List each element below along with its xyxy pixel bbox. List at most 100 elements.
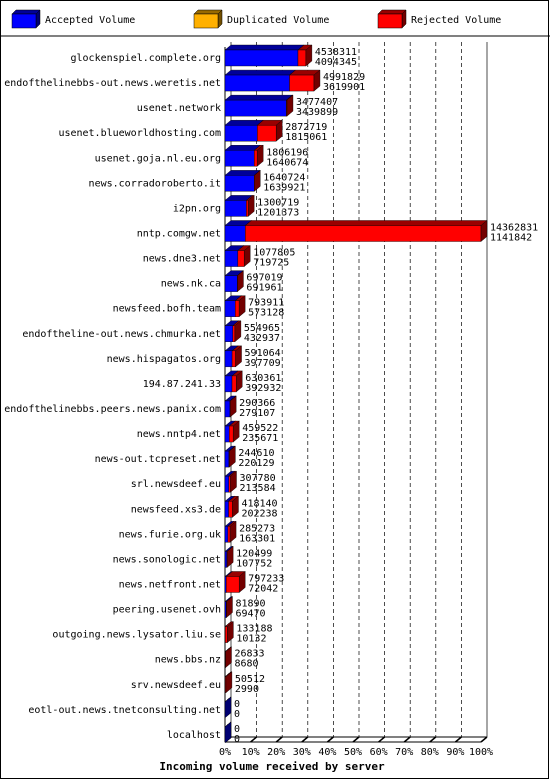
y-tick-label: news.dne3.net bbox=[143, 254, 221, 265]
legend-label: Rejected Volume bbox=[411, 15, 501, 26]
value-label: 573128 bbox=[248, 308, 284, 319]
value-label: 1201373 bbox=[257, 207, 299, 218]
y-tick-label: usenet.goja.nl.eu.org bbox=[95, 153, 221, 164]
bar bbox=[254, 150, 258, 167]
total-label: 50512 bbox=[235, 674, 265, 685]
y-tick-label: srl.newsdeef.eu bbox=[131, 479, 221, 490]
bar-side bbox=[236, 370, 243, 393]
bar bbox=[224, 551, 228, 568]
y-tick-label: outgoing.news.lysator.liu.se bbox=[52, 630, 221, 641]
bar bbox=[227, 526, 231, 543]
bar bbox=[257, 125, 277, 142]
bar-side bbox=[225, 646, 232, 669]
bar bbox=[229, 425, 234, 443]
bar-side bbox=[226, 596, 233, 618]
x-tick-label: 30% bbox=[293, 747, 311, 758]
y-tick-label: news.hispagatos.org bbox=[107, 354, 221, 365]
y-tick-label: glockenspiel.complete.org bbox=[70, 53, 221, 64]
bar bbox=[224, 501, 229, 518]
y-tick-label: nntp.comgw.net bbox=[137, 228, 221, 239]
x-tick bbox=[250, 736, 258, 743]
value-label: 392932 bbox=[245, 383, 281, 394]
total-label: 4538311 bbox=[315, 47, 357, 58]
x-tick bbox=[429, 736, 437, 743]
y-tick-label: news.corradoroberto.it bbox=[89, 178, 221, 189]
y-tick-label: news.furie.org.uk bbox=[119, 529, 221, 540]
y-tick-label: news.nk.ca bbox=[161, 279, 221, 290]
value-label: 1815061 bbox=[285, 132, 327, 143]
y-tick-label: news.bbs.nz bbox=[155, 655, 221, 666]
bar bbox=[228, 501, 233, 518]
y-tick-label: newsfeed.bofh.team bbox=[113, 304, 221, 315]
x-tick-label: 40% bbox=[318, 747, 336, 758]
total-label: 459522 bbox=[242, 423, 278, 434]
total-label: 2872719 bbox=[285, 122, 327, 133]
value-label: 72042 bbox=[248, 583, 278, 594]
y-tick-label: news.sonologic.net bbox=[113, 554, 221, 565]
bar-top bbox=[224, 120, 264, 126]
value-label: 69470 bbox=[235, 609, 265, 620]
legend-swatch bbox=[193, 13, 219, 29]
total-label: 3477407 bbox=[296, 97, 338, 108]
bar-side bbox=[232, 420, 240, 443]
legend-swatch-top bbox=[193, 9, 223, 15]
value-label: 163301 bbox=[239, 533, 275, 544]
bar bbox=[246, 200, 249, 217]
x-tick bbox=[403, 736, 411, 743]
bar bbox=[224, 74, 290, 92]
bar bbox=[224, 325, 233, 342]
bar-side bbox=[229, 445, 236, 468]
value-label: 235671 bbox=[242, 433, 278, 444]
x-tick-label: 100% bbox=[469, 747, 493, 758]
bar-side bbox=[247, 194, 255, 217]
bar bbox=[224, 200, 247, 217]
y-tick-label: news.netfront.net bbox=[119, 579, 221, 590]
x-tick-label: 60% bbox=[370, 747, 388, 758]
value-label: 1640674 bbox=[266, 157, 308, 168]
x-tick-label: 50% bbox=[344, 747, 362, 758]
x-tick bbox=[352, 736, 360, 743]
bar bbox=[231, 350, 236, 368]
bar bbox=[226, 576, 240, 593]
y-tick-label: srv.newsdeef.eu bbox=[131, 680, 221, 691]
bar bbox=[224, 175, 255, 192]
bar bbox=[224, 626, 228, 643]
value-label: 213584 bbox=[239, 483, 275, 494]
total-label: 554965 bbox=[244, 323, 280, 334]
bar-side bbox=[313, 69, 321, 92]
bar-side bbox=[286, 94, 294, 117]
bar-side bbox=[229, 520, 237, 543]
total-label: 1806196 bbox=[266, 147, 308, 158]
legend-swatch bbox=[377, 13, 403, 29]
bar bbox=[245, 225, 482, 242]
bar bbox=[232, 325, 236, 342]
bar-side bbox=[229, 395, 237, 418]
legend-swatch bbox=[11, 13, 37, 29]
total-label: 244610 bbox=[238, 448, 274, 459]
bar bbox=[224, 49, 299, 67]
bar bbox=[289, 74, 315, 92]
value-label: 432937 bbox=[244, 333, 280, 344]
bar-side bbox=[226, 545, 234, 568]
x-tick bbox=[326, 736, 334, 743]
y-tick-label: i2pn.org bbox=[173, 203, 221, 214]
value-label: 202238 bbox=[241, 508, 277, 519]
bar bbox=[224, 350, 233, 368]
y-tick-label: news.nntp4.net bbox=[137, 429, 221, 440]
value-label: 279107 bbox=[239, 408, 275, 419]
y-tick-label: 194.87.241.33 bbox=[143, 379, 221, 390]
bar bbox=[224, 450, 230, 468]
total-label: 26833 bbox=[234, 649, 264, 660]
x-tick bbox=[480, 736, 488, 743]
bar bbox=[224, 99, 287, 117]
bar-top bbox=[244, 220, 488, 226]
bar-side bbox=[238, 295, 246, 318]
value-label: 4094345 bbox=[315, 57, 357, 68]
total-label: 1300719 bbox=[257, 197, 299, 208]
bar bbox=[224, 250, 239, 267]
total-label: 4991829 bbox=[323, 72, 365, 83]
y-tick-label: usenet.network bbox=[137, 103, 221, 114]
value-label: 8680 bbox=[234, 659, 258, 670]
bar-side bbox=[256, 144, 264, 167]
